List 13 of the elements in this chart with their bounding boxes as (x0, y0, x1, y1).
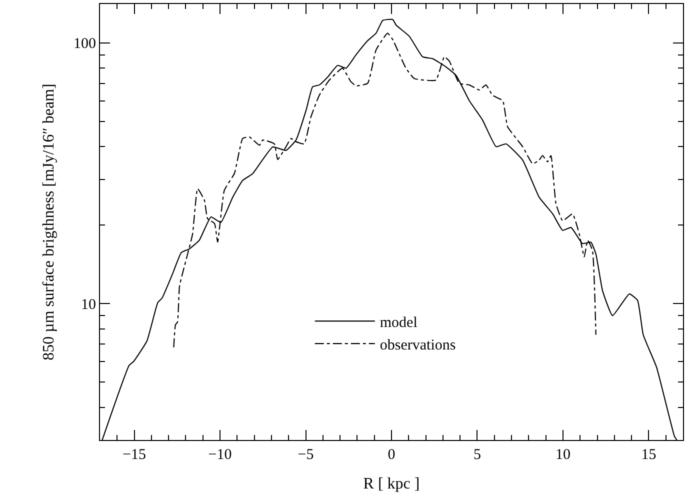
y-tick-label: 100 (74, 36, 96, 52)
x-tick-label: 0 (388, 447, 396, 463)
x-tick-label: 5 (473, 447, 481, 463)
x-tick-label: −15 (122, 447, 146, 463)
x-tick-label: 10 (555, 447, 570, 463)
legend-label: observations (380, 337, 456, 354)
x-tick-label: 15 (641, 447, 656, 463)
x-axis-title: R [ kpc ] (363, 476, 420, 493)
line-series (173, 32, 596, 348)
x-tick-label: −5 (298, 447, 314, 463)
x-tick-label: −10 (208, 447, 232, 463)
legend-label: model (380, 314, 418, 331)
y-axis-title: 850 µm surface brigthness [mJy/16″ beam] (40, 84, 58, 360)
